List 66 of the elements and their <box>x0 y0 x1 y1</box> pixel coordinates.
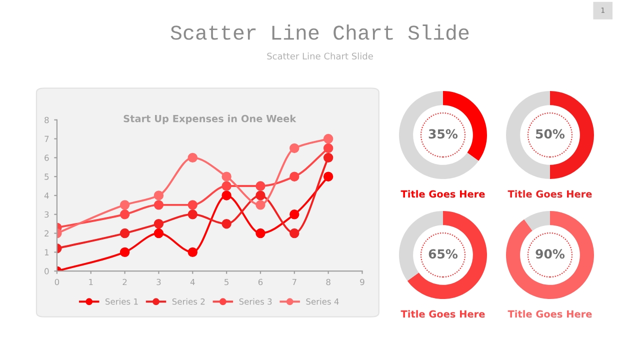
point <box>120 247 130 258</box>
text: Scatter Line Chart Slide <box>267 52 373 60</box>
y-tick-label: 7 <box>44 136 49 142</box>
point <box>154 228 164 238</box>
text: Title Goes Here <box>400 190 485 198</box>
donut-slice <box>506 211 594 299</box>
point <box>120 228 130 238</box>
point <box>290 172 300 182</box>
data-label: 50% <box>536 129 565 139</box>
donut-slice <box>399 91 479 179</box>
point <box>256 181 266 191</box>
legend-label: Series 1 <box>105 298 138 305</box>
text: Title Goes Here <box>508 190 592 198</box>
x-tick-label: 6 <box>258 278 263 286</box>
y-tick-label: 8 <box>44 116 49 124</box>
data-label: 65% <box>428 249 458 259</box>
x-tick-label: 9 <box>360 278 364 286</box>
donut-slice <box>524 211 550 231</box>
legend-label: Series 4 <box>306 298 339 305</box>
point <box>290 143 300 154</box>
y-tick-label: 1 <box>44 249 49 256</box>
x-tick-label: 4 <box>190 278 195 286</box>
x-tick-label: 5 <box>224 278 228 286</box>
point <box>188 247 198 258</box>
point <box>222 218 232 229</box>
point <box>323 143 334 154</box>
x-tick-label: 1 <box>89 278 93 286</box>
x-tick-label: 8 <box>326 278 330 286</box>
x-tick-label: 3 <box>156 278 161 286</box>
legend-label: Series 2 <box>172 298 205 305</box>
point <box>323 172 334 182</box>
y-tick-label: 0 <box>44 268 49 274</box>
point <box>222 172 232 182</box>
point <box>120 200 130 210</box>
point <box>154 218 164 229</box>
point <box>188 152 198 163</box>
point <box>120 210 130 220</box>
y-tick-label: 2 <box>44 230 48 236</box>
x-tick-label: 0 <box>54 278 60 286</box>
y-tick-label: 3 <box>44 211 49 218</box>
point <box>323 152 334 163</box>
y-tick-label: 4 <box>44 192 49 199</box>
point <box>222 181 232 191</box>
text: Title Goes Here <box>508 310 592 318</box>
point <box>154 190 164 200</box>
point <box>290 228 300 238</box>
point <box>222 190 232 200</box>
legend-label: Series 3 <box>239 298 272 305</box>
point <box>290 210 300 220</box>
text: Title Goes Here <box>400 310 485 318</box>
chart-title: Start Up Expenses in One Week <box>124 114 296 124</box>
point <box>188 200 198 210</box>
point <box>256 190 266 200</box>
point <box>256 228 266 238</box>
x-tick-label: 2 <box>122 278 127 286</box>
donut-slice <box>407 211 487 299</box>
text: Scatter Line Chart Slide <box>170 24 469 40</box>
x-tick-label: 7 <box>292 278 296 286</box>
y-tick-label: 5 <box>44 174 49 180</box>
y-tick-label: 6 <box>44 154 49 161</box>
point <box>256 200 266 210</box>
point <box>188 210 198 220</box>
point <box>154 200 164 210</box>
data-label: 35% <box>428 129 458 139</box>
data-label: 90% <box>536 249 565 259</box>
point <box>323 134 334 144</box>
